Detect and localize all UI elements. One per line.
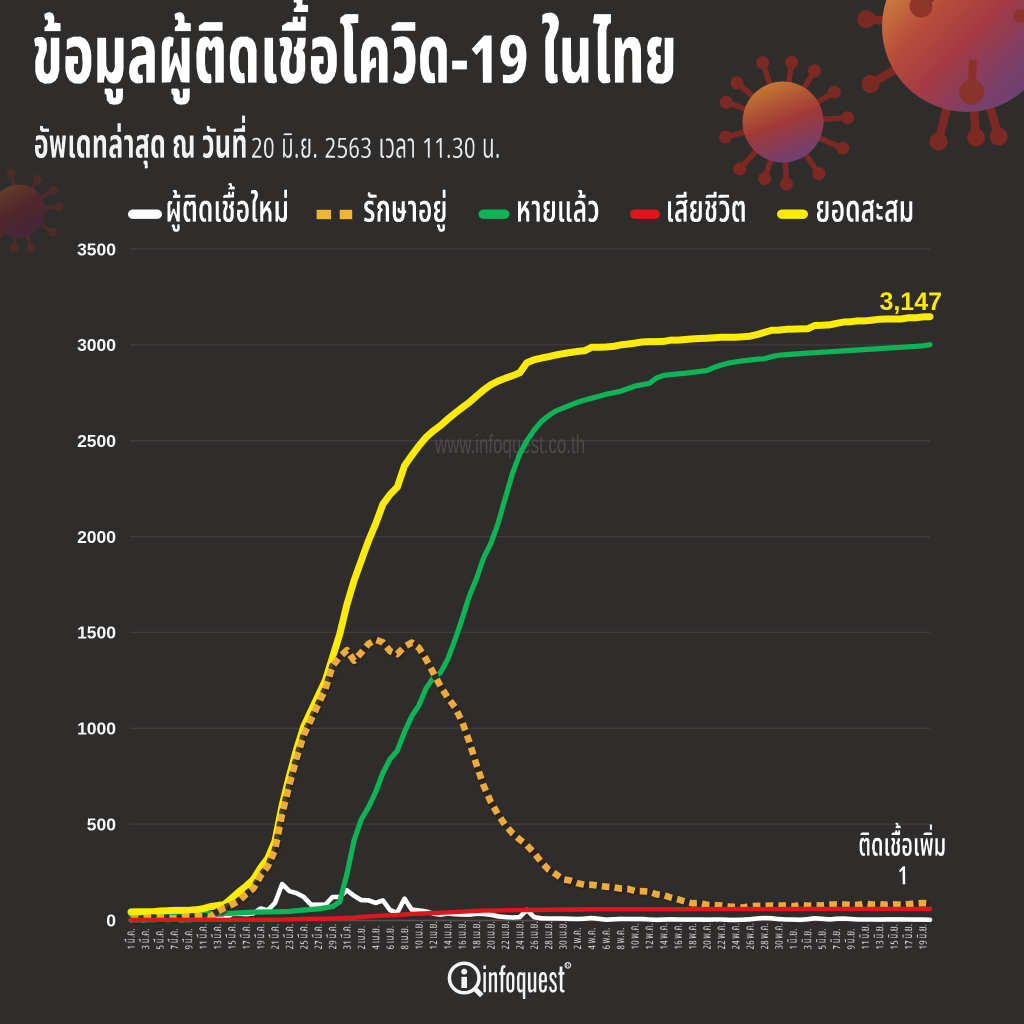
svg-text:2500: 2500 (77, 431, 116, 451)
svg-text:500: 500 (87, 814, 116, 834)
svg-text:3,147: 3,147 (879, 288, 942, 316)
svg-text:3000: 3000 (77, 335, 116, 355)
svg-text:1000: 1000 (77, 719, 116, 739)
svg-text:1500: 1500 (77, 623, 116, 643)
svg-text:0: 0 (106, 910, 116, 930)
svg-text:2000: 2000 (77, 527, 116, 547)
svg-text:3500: 3500 (77, 239, 116, 259)
svg-text:www.infoquest.co.th: www.infoquest.co.th (434, 429, 585, 459)
